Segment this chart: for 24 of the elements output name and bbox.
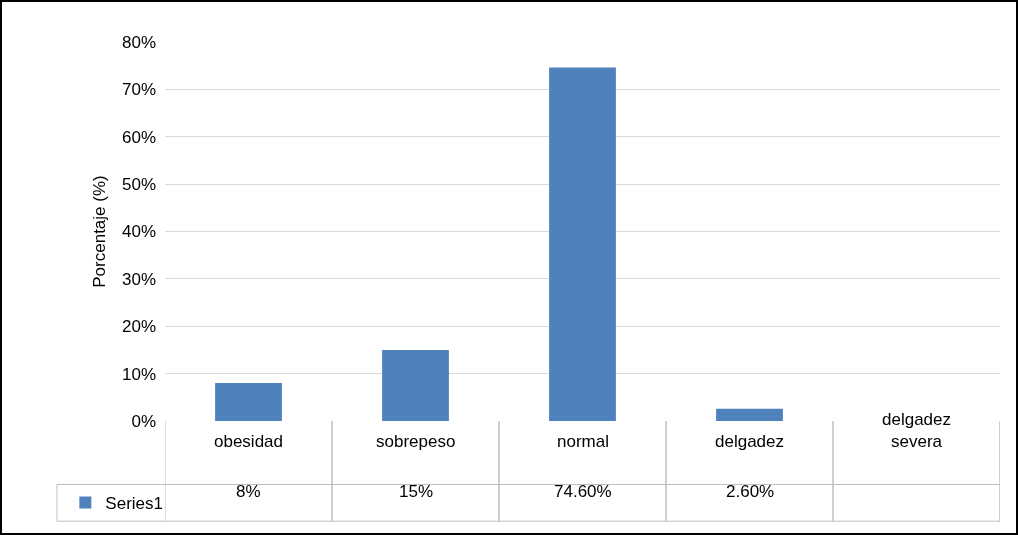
x-tick-label: obesidad (214, 432, 284, 451)
bar (215, 383, 282, 421)
y-tick-label: 30% (121, 269, 156, 289)
y-tick-label: 60% (121, 127, 156, 147)
y-tick-label: 10% (121, 364, 156, 384)
x-tick-label: delgadez severa (882, 410, 952, 452)
y-tick-label: 20% (121, 317, 156, 337)
x-tick-label: normal (557, 432, 609, 451)
y-tick-label: 0% (131, 411, 156, 431)
x-tick-label: sobrepeso (376, 432, 456, 451)
y-tick-label: 70% (121, 80, 156, 100)
data-label: 15% (399, 482, 434, 501)
y-axis-title: Porcentaje (%) (89, 175, 109, 288)
data-label: 8% (236, 482, 261, 501)
data-label: 74.60% (554, 482, 612, 501)
bar (549, 67, 616, 421)
bar (716, 408, 783, 421)
y-tick-label: 50% (121, 175, 156, 195)
data-label: 2.60% (726, 482, 775, 501)
legend-label: Series1 (105, 494, 163, 514)
bar (382, 349, 449, 421)
x-tick-label: delgadez (715, 432, 785, 451)
y-tick-label: 40% (121, 222, 156, 242)
y-tick-label: 80% (121, 32, 156, 52)
